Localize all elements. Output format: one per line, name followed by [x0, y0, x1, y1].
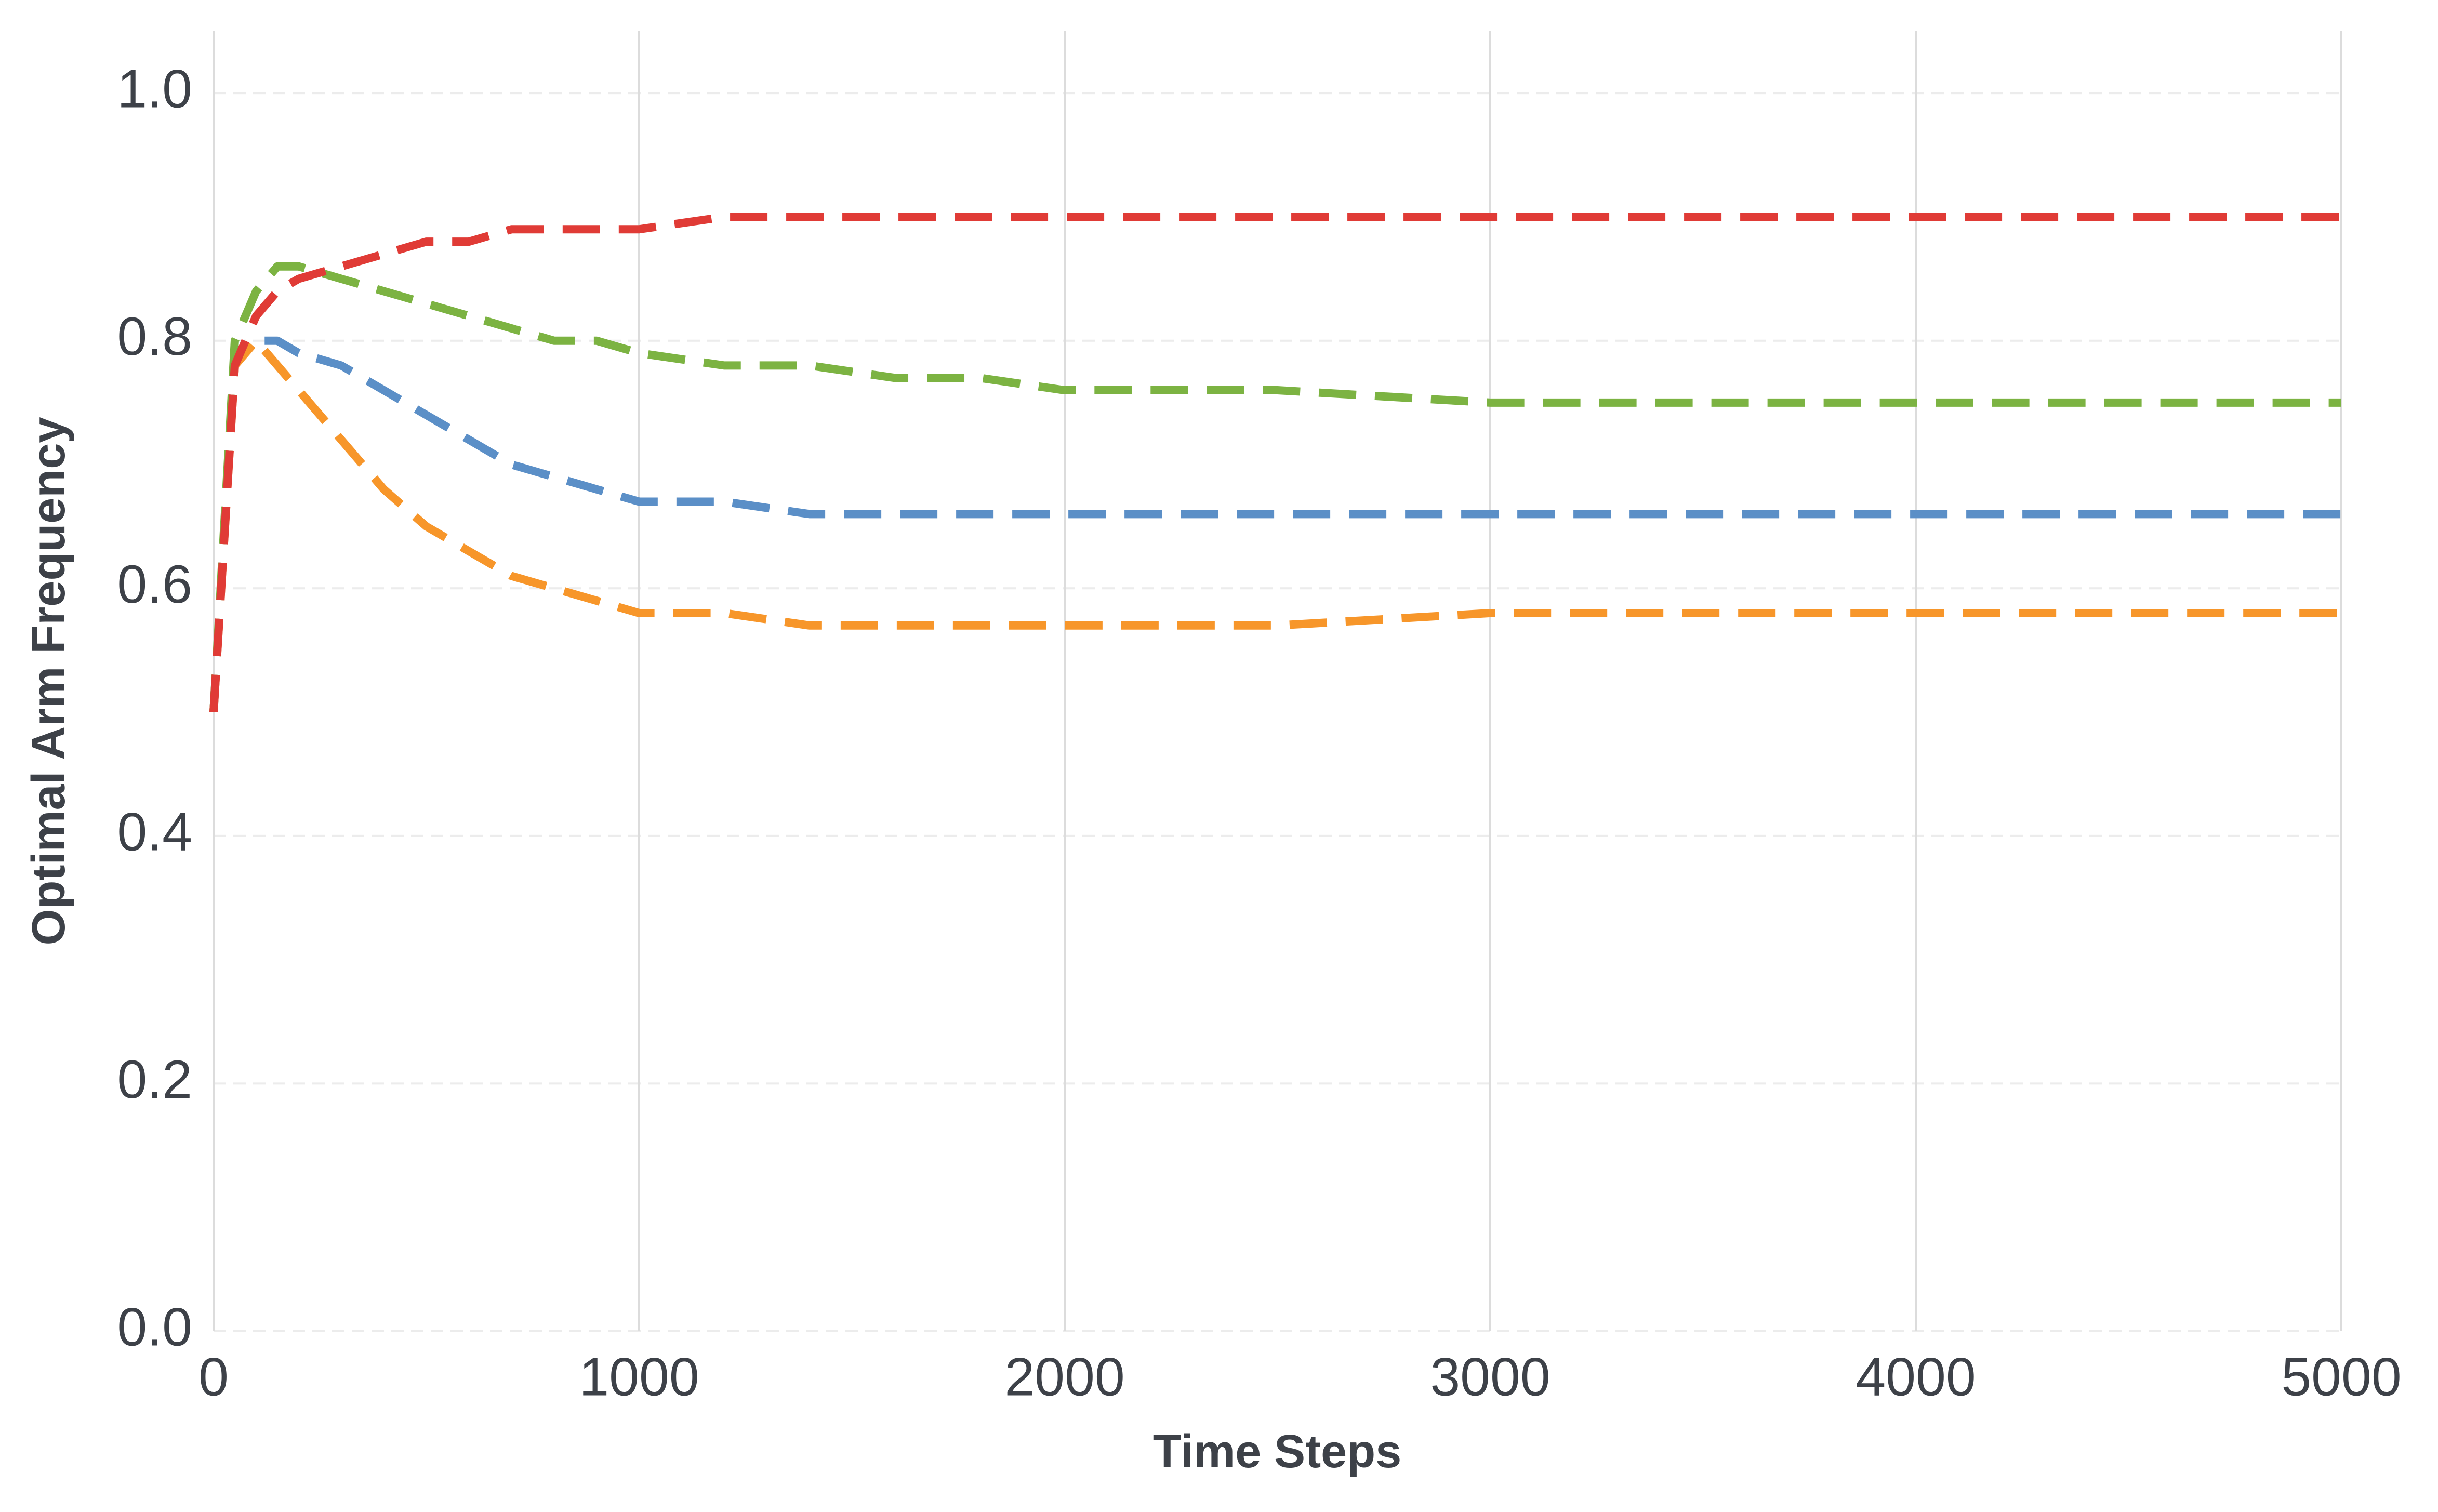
y-tick-label: 0.0 [117, 1297, 192, 1357]
y-tick-label: 0.6 [117, 554, 192, 615]
y-tick-label: 0.4 [117, 802, 192, 862]
x-tick-label: 0 [198, 1347, 229, 1407]
x-axis-title: Time Steps [1153, 1426, 1402, 1478]
x-tick-label: 2000 [1004, 1347, 1124, 1407]
series-line [209, 213, 2341, 713]
y-tick-label: 0.8 [117, 307, 192, 367]
x-tick-label: 1000 [579, 1347, 699, 1407]
x-tick-label: 3000 [1430, 1347, 1550, 1407]
series-line [209, 336, 2341, 713]
x-tick-label: 4000 [1856, 1347, 1976, 1407]
series-line [209, 262, 2341, 713]
y-axis-title: Optimal Arm Frequency [23, 417, 75, 946]
y-tick-label: 1.0 [117, 59, 192, 120]
y-tick-label: 0.2 [117, 1050, 192, 1110]
x-tick-label: 5000 [2281, 1347, 2401, 1407]
series-line [209, 336, 2341, 713]
